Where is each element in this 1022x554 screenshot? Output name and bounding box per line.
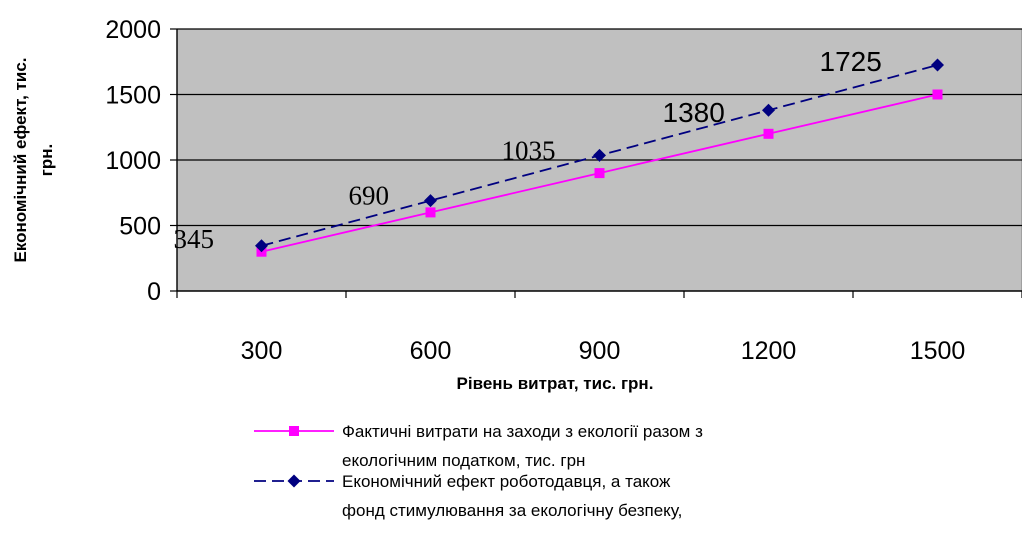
x-tick-label-900: 900 <box>579 337 621 365</box>
legend-label-1-1: фонд стимулювання за екологічну безпеку, <box>342 501 682 520</box>
legend-item-1: Економічний ефект роботодавця, а також фо… <box>254 472 682 520</box>
x-tick-label-600: 600 <box>410 337 452 365</box>
data-labels: 345 690 1035 1380 1725 <box>174 46 882 254</box>
legend-label-1-0: Економічний ефект роботодавця, а також <box>342 472 671 491</box>
legend-marker-0 <box>289 426 299 436</box>
series-1-point-4 <box>931 58 944 72</box>
legend-marker-1 <box>287 474 301 488</box>
data-label-2: 1035 <box>502 135 556 165</box>
legend-label-0-0: Фактичні витрати на заходи з екології ра… <box>342 422 703 441</box>
data-label-4: 1725 <box>820 46 882 77</box>
legend-item-0: Фактичні витрати на заходи з екології ра… <box>254 422 703 470</box>
series-0-point-3 <box>763 128 774 139</box>
series-1-point-3 <box>762 103 775 117</box>
data-label-3: 1380 <box>663 97 725 128</box>
series-1-point-2 <box>593 148 606 162</box>
y-tick-label-1500: 1500 <box>105 82 161 110</box>
series-1-point-0 <box>255 239 268 253</box>
series-0-point-1 <box>425 207 436 218</box>
data-label-0: 345 <box>174 224 215 254</box>
series-0-point-2 <box>594 168 605 179</box>
y-tick-label-500: 500 <box>119 213 161 241</box>
y-axis-label-line-0: Економічний ефект, тис. <box>11 57 30 262</box>
legend: Фактичні витрати на заходи з екології ра… <box>254 422 703 520</box>
y-tick-labels: 0 500 1000 1500 2000 <box>105 16 161 306</box>
x-tick-label-1200: 1200 <box>741 337 797 365</box>
x-tick-label-300: 300 <box>241 337 283 365</box>
y-tick-label-1000: 1000 <box>105 147 161 175</box>
x-tick-label-1500: 1500 <box>910 337 966 365</box>
x-tick-labels: 300 600 900 1200 1500 <box>241 337 966 365</box>
series-0-point-4 <box>932 89 943 100</box>
axes <box>176 29 1022 298</box>
data-label-1: 690 <box>349 181 390 211</box>
x-axis-label: Рівень витрат, тис. грн. <box>457 374 654 393</box>
y-axis-label-line-1: грн. <box>37 144 56 176</box>
series-1-point-1 <box>424 194 437 208</box>
series-group <box>255 58 944 257</box>
gridlines <box>170 28 1022 292</box>
y-tick-label-2000: 2000 <box>105 16 161 44</box>
legend-label-0-1: екологічним податком, тис. грн <box>342 451 585 470</box>
y-tick-label-0: 0 <box>147 278 161 306</box>
